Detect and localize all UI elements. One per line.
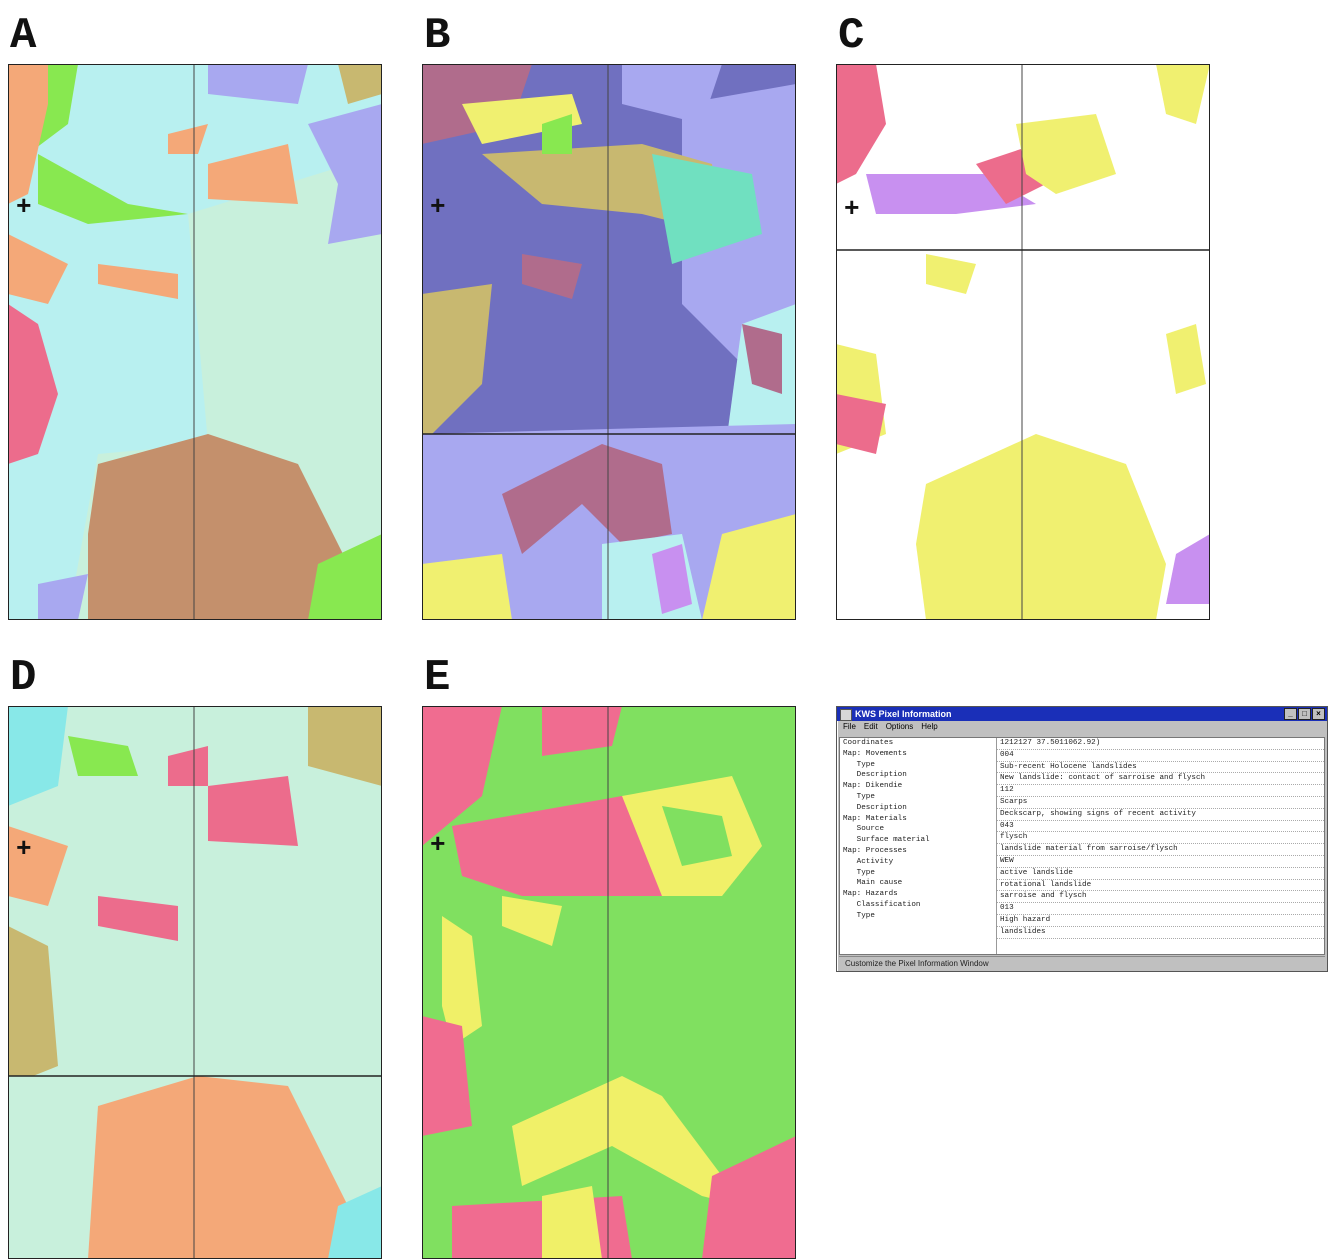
- attribute-value: active landslide: [997, 868, 1324, 880]
- attribute-value: Sub-recent Holocene landslides: [997, 762, 1324, 774]
- site-marker-e: +: [430, 830, 446, 860]
- menu-options[interactable]: Options: [885, 722, 914, 731]
- attribute-value: 043: [997, 821, 1324, 833]
- attribute-label: Type: [843, 792, 875, 801]
- close-icon[interactable]: ×: [1312, 708, 1325, 720]
- site-marker-c: +: [844, 194, 860, 224]
- menu-edit[interactable]: Edit: [863, 722, 878, 731]
- map-panel-c[interactable]: [836, 64, 1210, 620]
- attribute-label: Source: [843, 825, 885, 834]
- attribute-label: Map: Dikendie: [843, 782, 903, 791]
- attribute-value: sarroise and flysch: [997, 891, 1324, 904]
- attribute-value: landslides: [997, 927, 1324, 939]
- panel-label-a: A: [10, 11, 37, 61]
- menu-file[interactable]: File: [843, 722, 856, 731]
- status-bar: Customize the Pixel Information Window: [839, 956, 1325, 970]
- attribute-table: Coordinates Map: Movements Type Descripti…: [839, 737, 1325, 955]
- attribute-value: 112: [997, 785, 1324, 797]
- site-marker-d: +: [16, 834, 32, 864]
- minimize-icon[interactable]: _: [1284, 708, 1297, 720]
- attribute-value: WEW: [997, 856, 1324, 868]
- attribute-label: Main cause: [843, 879, 903, 888]
- attribute-label: Type: [843, 911, 875, 920]
- panel-label-c: C: [838, 11, 865, 61]
- site-marker-b: +: [430, 192, 446, 222]
- window-titlebar[interactable]: KWS Pixel Information _ □ ×: [837, 707, 1327, 721]
- attribute-label: Map: Hazards: [843, 890, 898, 899]
- attribute-value: Deckscarp, showing signs of recent activ…: [997, 809, 1324, 821]
- pixel-information-window[interactable]: KWS Pixel Information _ □ × File Edit Op…: [836, 706, 1328, 972]
- panel-label-e: E: [424, 653, 451, 703]
- site-marker-a: +: [16, 192, 32, 222]
- attribute-label: Classification: [843, 900, 921, 909]
- attribute-value: 013: [997, 903, 1324, 915]
- attribute-label: Activity: [843, 857, 894, 866]
- attribute-label: Description: [843, 803, 907, 812]
- menu-bar: File Edit Options Help: [837, 721, 1327, 733]
- attribute-label: Coordinates: [843, 739, 894, 747]
- app-icon: [840, 709, 852, 721]
- attribute-label: Map: Movements: [843, 749, 907, 758]
- attribute-label: Type: [843, 760, 875, 769]
- map-panel-a[interactable]: [8, 64, 382, 620]
- attribute-value: Scarps: [997, 797, 1324, 809]
- attribute-value: rotational landslide: [997, 880, 1324, 892]
- maximize-icon[interactable]: □: [1298, 708, 1311, 720]
- attribute-value: 1212127 37.5011062.92): [997, 738, 1324, 750]
- menu-help[interactable]: Help: [921, 722, 938, 731]
- attribute-value: flysch: [997, 832, 1324, 845]
- panel-label-b: B: [424, 11, 451, 61]
- attribute-value: landslide material from sarroise/flysch: [997, 844, 1324, 856]
- attribute-labels: Coordinates Map: Movements Type Descripti…: [840, 738, 997, 954]
- attribute-label: Type: [843, 868, 875, 877]
- map-panel-d[interactable]: [8, 706, 382, 1259]
- map-panel-e[interactable]: [422, 706, 796, 1259]
- attribute-value: High hazard: [997, 915, 1324, 927]
- attribute-label: Map: Materials: [843, 814, 907, 823]
- attribute-label: Surface material: [843, 836, 930, 845]
- attribute-values: 1212127 37.5011062.92) 004 Sub-recent Holo…: [997, 738, 1324, 954]
- attribute-value: New landslide: contact of sarroise and f…: [997, 773, 1324, 786]
- attribute-value: 004: [997, 750, 1324, 762]
- map-panel-b[interactable]: [422, 64, 796, 620]
- window-title: KWS Pixel Information: [855, 709, 952, 719]
- panel-label-d: D: [10, 653, 37, 703]
- attribute-label: Map: Processes: [843, 846, 907, 855]
- attribute-label: Description: [843, 771, 907, 780]
